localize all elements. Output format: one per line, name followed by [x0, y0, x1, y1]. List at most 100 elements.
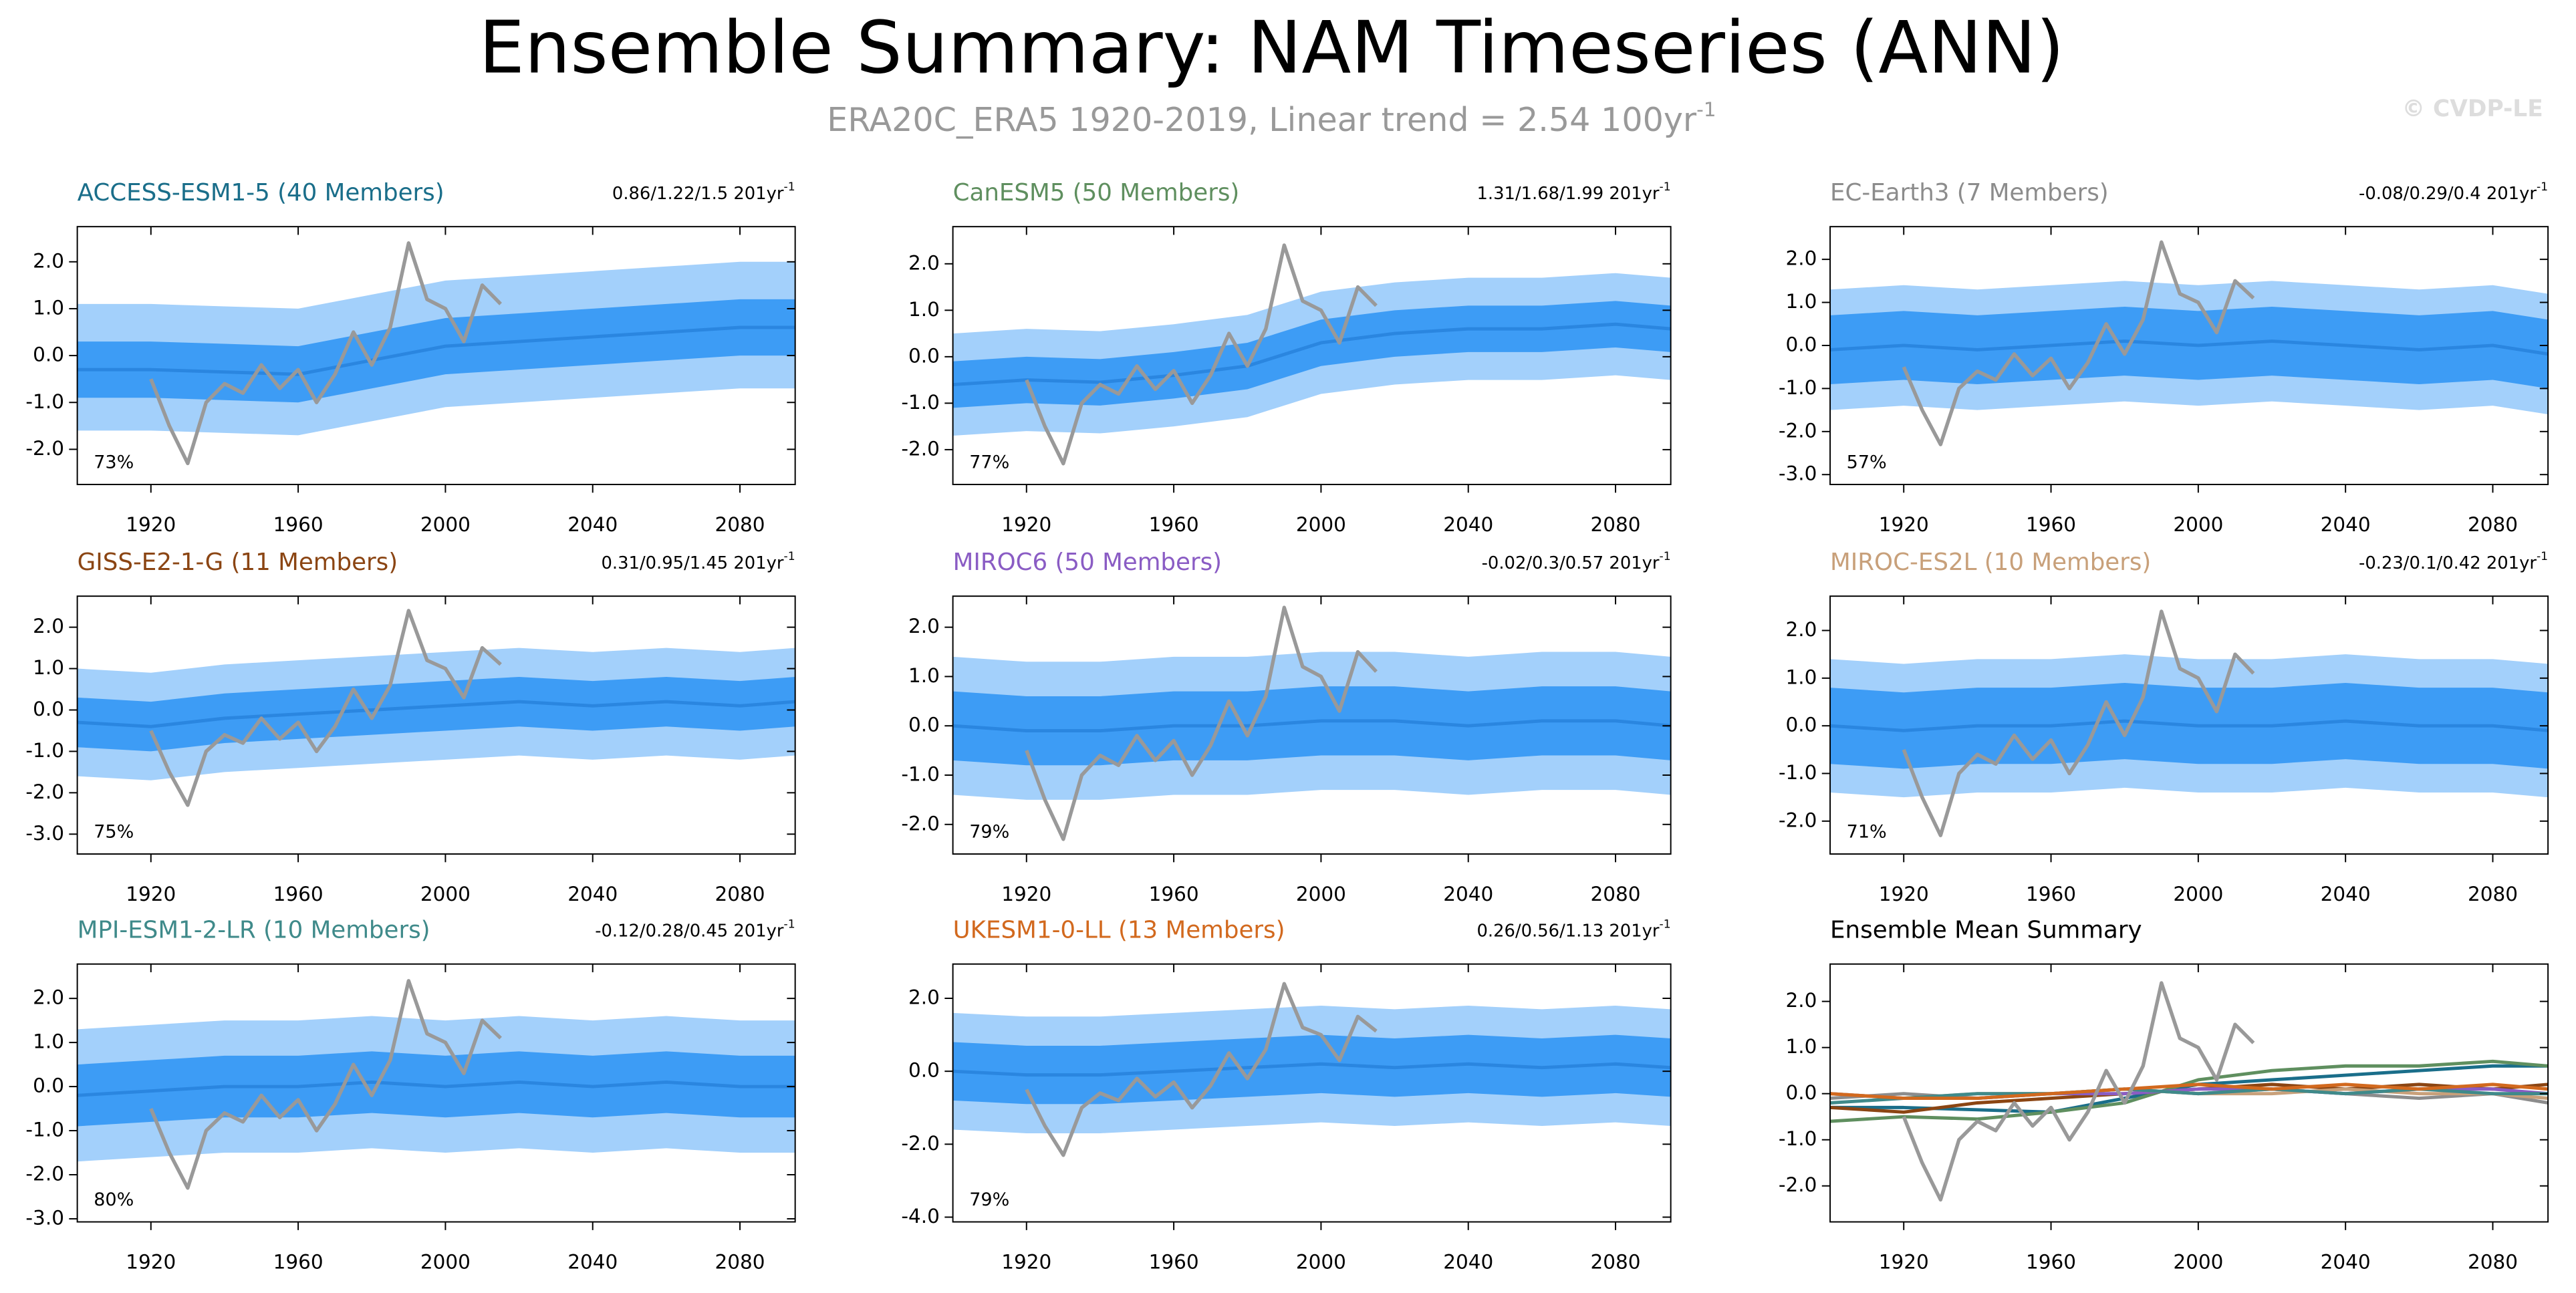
- trend-label: -0.12/0.28/0.45 201yr-1: [595, 918, 795, 942]
- y-tick-label: -1.0: [1779, 1127, 1817, 1150]
- pattern-correlation: 79%: [969, 1189, 1009, 1210]
- x-tick-label: 2040: [567, 1251, 618, 1274]
- x-tick-label: 1920: [126, 883, 176, 905]
- trend-superscript: -1: [1660, 180, 1671, 194]
- y-tick-label: -1.0: [901, 762, 940, 785]
- trend-text: 0.86/1.22/1.5 201yr: [612, 184, 784, 204]
- x-tick-label: 2080: [715, 883, 765, 905]
- trend-text: -0.08/0.29/0.4 201yr: [2359, 184, 2537, 204]
- y-tick-label: 1.0: [33, 1030, 64, 1053]
- plot-frame: [76, 595, 796, 855]
- y-tick-label: -1.0: [1779, 376, 1817, 399]
- x-tick-label: 1960: [2026, 1251, 2076, 1274]
- trend-superscript: -1: [2537, 550, 2548, 563]
- ensemble-mean-line: [77, 700, 795, 728]
- pattern-correlation: 80%: [94, 1189, 134, 1210]
- x-tick-label: 1920: [1001, 883, 1051, 905]
- x-tick-label: 1920: [1001, 1251, 1051, 1274]
- y-tick-label: 1.0: [1786, 290, 1817, 313]
- plot-area: [952, 605, 1671, 841]
- ensemble-mean-line: [1830, 1059, 2549, 1123]
- ensemble-mean-line: [952, 1062, 1671, 1077]
- x-tick-label: 2000: [420, 513, 471, 536]
- y-tick-label: 2.0: [908, 615, 940, 637]
- plot-area: [1830, 981, 2549, 1202]
- y-tick-label: 0.0: [908, 344, 940, 367]
- x-tick-label: 1920: [126, 1251, 176, 1274]
- panel: 2.0 1.0 0.0 -1.0 -2.0 1920 1960 2000 2040 2080 Ens…: [1779, 917, 2549, 1274]
- spread-band: [1830, 306, 2549, 389]
- y-tick-label: 1.0: [1786, 666, 1817, 688]
- plot-area: [1830, 240, 2549, 446]
- y-tick-label: -2.0: [1779, 1173, 1817, 1196]
- trend-label: 1.31/1.68/1.99 201yr-1: [1477, 180, 1671, 204]
- spread-band: [77, 1051, 795, 1127]
- trend-label: 0.86/1.22/1.5 201yr-1: [612, 180, 795, 204]
- x-tick-label: 2080: [1591, 513, 1641, 536]
- panel: 2.0 1.0 0.0 -1.0 -2.0 -3.0 1920 1960 2000 2040 208…: [1779, 179, 2549, 536]
- x-tick-label: 1920: [126, 513, 176, 536]
- observed-line: [149, 241, 502, 466]
- y-tick-label: -2.0: [25, 1163, 64, 1185]
- trend-superscript: -1: [784, 918, 795, 931]
- y-tick-label: 0.0: [1786, 714, 1817, 736]
- x-tick-label: 2000: [2173, 883, 2223, 905]
- panel-title: EC-Earth3 (7 Members): [1830, 179, 2109, 206]
- y-tick-label: -1.0: [25, 739, 64, 762]
- x-tick-label: 2080: [2468, 513, 2518, 536]
- y-tick-label: 0.0: [33, 343, 64, 366]
- observed-line: [1025, 243, 1378, 466]
- panel-title: UKESM1-0-LL (13 Members): [953, 917, 1285, 944]
- y-tick-label: 2.0: [1786, 989, 1817, 1012]
- plot-frame: [952, 226, 1672, 486]
- panel-title: MPI-ESM1-2-LR (10 Members): [78, 917, 430, 944]
- y-tick-label: -3.0: [25, 822, 64, 845]
- pattern-correlation: 75%: [94, 822, 134, 843]
- plot-area: [1830, 609, 2549, 837]
- x-tick-label: 2040: [2321, 513, 2371, 536]
- trend-label: -0.02/0.3/0.57 201yr-1: [1482, 550, 1671, 573]
- trend-superscript: -1: [784, 550, 795, 563]
- y-tick-label: 0.0: [33, 1074, 64, 1097]
- y-tick-label: 2.0: [908, 251, 940, 274]
- pattern-correlation: 77%: [969, 452, 1009, 473]
- y-tick-label: 2.0: [1786, 247, 1817, 270]
- trend-text: -0.23/0.1/0.42 201yr: [2359, 553, 2537, 573]
- y-tick-label: 2.0: [33, 986, 64, 1009]
- panel: 2.0 1.0 0.0 -1.0 -2.0 1920 1960 2000 2040 2080 MIR…: [901, 549, 1672, 905]
- y-tick-label: 2.0: [1786, 618, 1817, 641]
- y-tick-label: 1.0: [908, 664, 940, 687]
- y-tick-label: -2.0: [901, 1132, 940, 1155]
- panel: 2.0 1.0 0.0 -1.0 -2.0 1920 1960 2000 2040 2080 ACC…: [25, 179, 796, 536]
- y-tick-label: -2.0: [901, 812, 940, 835]
- panel: 2.0 1.0 0.0 -1.0 -2.0 1920 1960 2000 2040 2080 MIR…: [1779, 549, 2549, 905]
- ensemble-mean-line: [952, 322, 1671, 387]
- y-tick-label: -2.0: [901, 437, 940, 460]
- x-tick-label: 1920: [1879, 513, 1929, 536]
- x-tick-label: 1960: [1149, 1251, 1199, 1274]
- y-tick-label: -1.0: [25, 390, 64, 413]
- spread-band: [77, 676, 795, 752]
- figure-subtitle: ERA20C_ERA5 1920-2019, Linear trend = 2.…: [827, 98, 1716, 138]
- x-tick-label: 2040: [2321, 1251, 2371, 1274]
- plot-area: [952, 982, 1671, 1157]
- plot-area: [77, 241, 795, 466]
- y-tick-label: -2.0: [1779, 809, 1817, 831]
- x-tick-label: 1960: [273, 513, 324, 536]
- plot-frame: [1829, 226, 2549, 486]
- x-tick-label: 1920: [1879, 883, 1929, 905]
- y-tick-label: -1.0: [25, 1119, 64, 1141]
- x-tick-label: 2040: [567, 513, 618, 536]
- plot-area: [952, 243, 1671, 466]
- y-tick-label: 0.0: [908, 714, 940, 736]
- panel: 2.0 1.0 0.0 -1.0 -2.0 1920 1960 2000 2040 2080 Can…: [901, 179, 1672, 536]
- observed-line: [1025, 605, 1378, 841]
- plot-area: [77, 609, 795, 807]
- panel-title: MIROC6 (50 Members): [953, 549, 1222, 576]
- y-tick-label: -2.0: [1779, 419, 1817, 442]
- plot-area: [77, 979, 795, 1190]
- x-tick-label: 2080: [2468, 883, 2518, 905]
- x-tick-label: 1920: [1001, 513, 1051, 536]
- y-tick-label: 0.0: [908, 1059, 940, 1082]
